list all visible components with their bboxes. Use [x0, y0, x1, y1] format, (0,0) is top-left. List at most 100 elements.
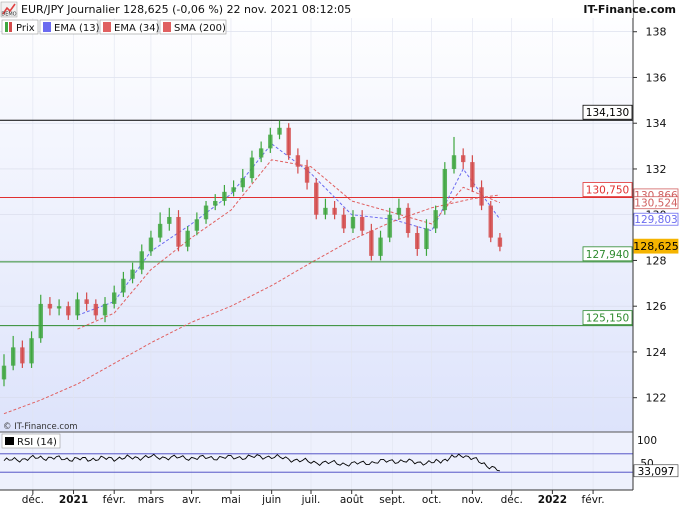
price-bar [130, 262, 135, 284]
price-bar [56, 299, 62, 316]
price-bar-body [359, 216, 365, 231]
price-bar-body [93, 303, 99, 316]
price-bar-body [497, 237, 503, 247]
price-bar-body [231, 187, 236, 192]
price-bar-body [470, 162, 475, 188]
price-bar-body [341, 214, 346, 229]
price-bar [29, 331, 34, 368]
price-bar [415, 226, 420, 256]
price-bar-body [66, 306, 71, 316]
price-bar [38, 294, 43, 343]
x-tick-label: févr. [582, 494, 605, 506]
price-bar [332, 200, 337, 220]
price-bar [93, 299, 99, 320]
price-bar [359, 210, 365, 236]
x-tick-label: 2021 [59, 494, 88, 506]
price-bar-body [75, 299, 80, 316]
price-bars [1, 120, 503, 387]
price-bar-body [148, 237, 154, 252]
value-tag-box [633, 212, 679, 226]
price-bar [268, 127, 273, 153]
price-bar [1, 354, 7, 387]
price-bar-body [157, 223, 163, 238]
level-label-box [582, 104, 633, 120]
price-bar [488, 200, 493, 243]
price-bar-body [415, 233, 420, 250]
price-bar [479, 180, 484, 211]
price-bar [240, 168, 245, 192]
price-bar [442, 162, 448, 215]
legend-swatch [103, 22, 111, 32]
price-bar [424, 219, 429, 256]
price-bar [157, 212, 163, 243]
y-tick-label: 134 [646, 117, 667, 130]
legend-label: EMA (34) [114, 23, 160, 34]
price-bar-body [258, 148, 264, 158]
price-bar-body [240, 178, 245, 188]
price-bar [451, 136, 457, 174]
x-tick-label: sept. [379, 494, 405, 506]
value-tag-label: 130,524 [634, 198, 678, 210]
rsi-legend-box [1, 433, 61, 449]
y-tick-label: 128 [646, 254, 667, 267]
price-bar-body [20, 347, 25, 364]
price-bar [148, 230, 154, 256]
logo: DEMO [0, 1, 18, 18]
watermark: © IT-Finance.com [3, 422, 78, 432]
rsi-line [3, 453, 500, 472]
price-bar-body [323, 207, 328, 215]
price-bar-body [249, 157, 255, 179]
legend-item-ema-34-: EMA (34) [99, 19, 160, 35]
level-label-box [582, 310, 633, 326]
price-bar-body [1, 365, 7, 380]
price-bar [470, 155, 475, 192]
price-bar [84, 292, 89, 311]
header-bar [0, 0, 633, 18]
legend: Prix EMA (13) EMA (34) SMA (200) [1, 19, 227, 35]
x-tick-label: déc. [22, 494, 44, 506]
y-tick-label: 122 [646, 392, 667, 405]
price-bar-body [442, 168, 448, 211]
value-tag-label: 128,625 [633, 240, 679, 253]
value-tag-box [633, 196, 679, 210]
price-bar-body [121, 278, 126, 293]
price-bar [185, 226, 190, 252]
rsi-value-tag-box [633, 464, 679, 478]
price-bar-body [369, 230, 374, 256]
legend-swatch [43, 22, 51, 32]
price-bar-body [378, 237, 383, 256]
price-bar-body [130, 269, 135, 279]
price-bar-body [295, 155, 301, 167]
price-bar [167, 207, 172, 231]
legend-label: Prix [16, 23, 35, 34]
level-label: 134,130 [586, 107, 629, 119]
y-tick-label: 136 [646, 71, 667, 84]
price-bar [387, 207, 392, 243]
legend-item-box [159, 19, 227, 35]
price-bar [460, 148, 466, 169]
price-bar [112, 285, 117, 309]
legend-label: EMA (13) [54, 23, 100, 34]
price-bar [222, 184, 227, 206]
price-bar [350, 210, 356, 234]
price-bar-body [29, 338, 34, 364]
value-tag-box [633, 238, 679, 254]
price-bar [203, 200, 209, 224]
price-bar [341, 207, 346, 234]
price-bar-body [277, 127, 282, 135]
price-bar [286, 123, 291, 160]
price-bar [304, 159, 310, 190]
price-bar-body [56, 306, 62, 309]
price-bar-body [286, 127, 291, 156]
price-bar [323, 198, 328, 220]
price-bar-body [47, 303, 53, 309]
price-bar [20, 340, 25, 368]
level-label-box [582, 182, 633, 197]
price-bar-body [314, 182, 319, 215]
price-bar [231, 180, 236, 197]
chart-title: EUR/JPY Journalier 128,625 (-0,06 %) 22 … [21, 3, 351, 16]
price-bar [433, 205, 438, 234]
price-bar-body [84, 299, 89, 304]
